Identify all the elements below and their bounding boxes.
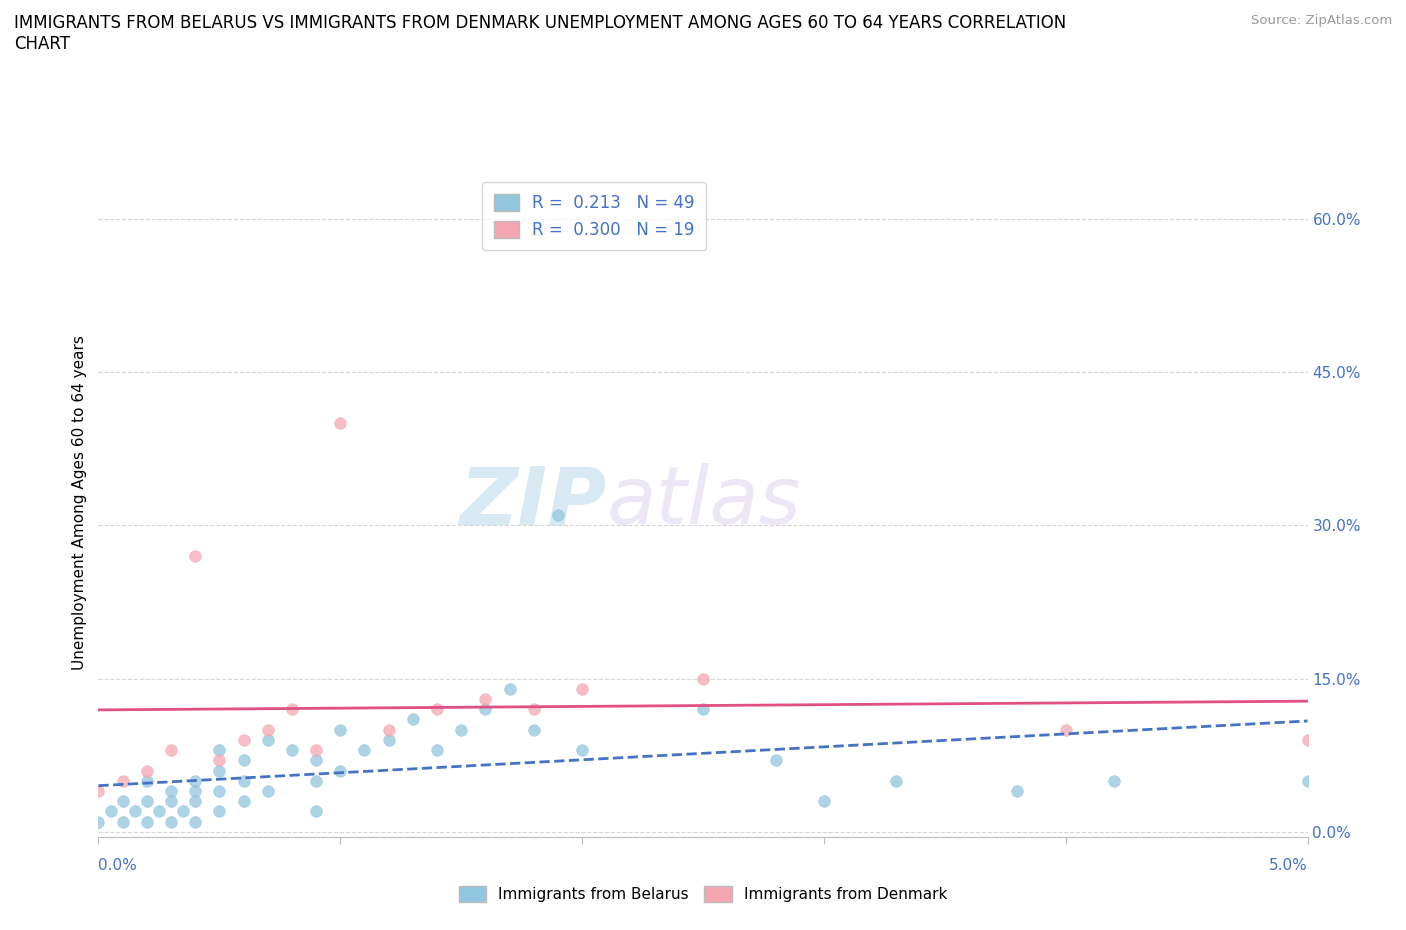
Text: 0.0%: 0.0% [98, 857, 138, 872]
Text: 5.0%: 5.0% [1268, 857, 1308, 872]
Point [305, 804, 328, 819]
Point [124, 804, 146, 819]
Text: IMMIGRANTS FROM BELARUS VS IMMIGRANTS FROM DENMARK UNEMPLOYMENT AMONG AGES 60 TO: IMMIGRANTS FROM BELARUS VS IMMIGRANTS FR… [14, 14, 1066, 53]
Point [160, 815, 183, 830]
Point [353, 743, 375, 758]
Point [329, 416, 352, 431]
Point [886, 774, 908, 789]
Point [208, 764, 231, 778]
Point [692, 702, 714, 717]
Point [172, 804, 194, 819]
Point [232, 733, 254, 748]
Point [208, 753, 231, 768]
Point [87, 815, 110, 830]
Point [523, 702, 546, 717]
Point [135, 764, 157, 778]
Point [571, 743, 593, 758]
Y-axis label: Unemployment Among Ages 60 to 64 years: Unemployment Among Ages 60 to 64 years [72, 335, 87, 670]
Point [184, 815, 207, 830]
Point [426, 702, 449, 717]
Point [498, 682, 520, 697]
Point [208, 784, 231, 799]
Point [571, 682, 593, 697]
Point [100, 804, 122, 819]
Point [148, 804, 170, 819]
Point [1102, 774, 1125, 789]
Point [281, 743, 304, 758]
Point [1296, 733, 1319, 748]
Point [111, 774, 134, 789]
Legend: Immigrants from Belarus, Immigrants from Denmark: Immigrants from Belarus, Immigrants from… [453, 880, 953, 909]
Point [135, 794, 157, 809]
Point [232, 753, 254, 768]
Point [160, 743, 183, 758]
Point [692, 671, 714, 686]
Point [765, 753, 787, 768]
Point [256, 733, 278, 748]
Point [184, 794, 207, 809]
Point [208, 804, 231, 819]
Point [1054, 723, 1077, 737]
Point [135, 815, 157, 830]
Point [305, 774, 328, 789]
Point [111, 794, 134, 809]
Point [256, 723, 278, 737]
Point [184, 774, 207, 789]
Text: ZIP: ZIP [458, 463, 606, 541]
Point [474, 692, 496, 707]
Point [305, 753, 328, 768]
Point [232, 774, 254, 789]
Point [281, 702, 304, 717]
Point [160, 794, 183, 809]
Text: Source: ZipAtlas.com: Source: ZipAtlas.com [1251, 14, 1392, 27]
Point [256, 784, 278, 799]
Point [184, 784, 207, 799]
Point [208, 743, 231, 758]
Point [305, 743, 328, 758]
Point [450, 723, 472, 737]
Point [184, 549, 207, 564]
Point [111, 815, 134, 830]
Point [426, 743, 449, 758]
Point [160, 784, 183, 799]
Point [523, 723, 546, 737]
Point [1296, 774, 1319, 789]
Point [1007, 784, 1029, 799]
Point [329, 764, 352, 778]
Point [377, 733, 399, 748]
Point [474, 702, 496, 717]
Point [402, 712, 425, 727]
Point [329, 723, 352, 737]
Point [547, 508, 569, 523]
Point [135, 774, 157, 789]
Text: atlas: atlas [606, 463, 801, 541]
Point [232, 794, 254, 809]
Point [87, 784, 110, 799]
Legend: R =  0.213   N = 49, R =  0.300   N = 19: R = 0.213 N = 49, R = 0.300 N = 19 [482, 182, 706, 250]
Point [813, 794, 835, 809]
Point [377, 723, 399, 737]
